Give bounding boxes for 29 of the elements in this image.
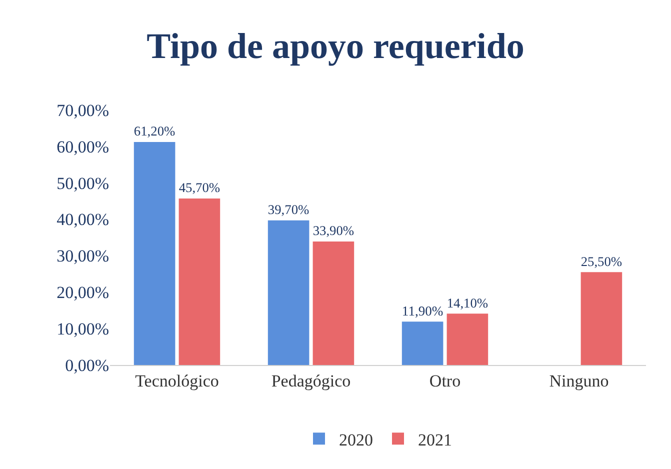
x-tick-label: Pedagógico [271,371,351,390]
chart-title: Tipo de apoyo requerido [146,26,524,66]
y-tick-label: 60,00% [56,137,109,156]
bar [580,272,622,365]
bar [312,242,354,365]
bar [134,142,176,365]
bar [446,314,488,365]
data-label: 14,10% [446,295,488,310]
bar [178,198,220,365]
y-tick-label: 30,00% [56,246,109,266]
y-tick-label: 50,00% [56,174,109,193]
data-label: 39,70% [268,202,310,218]
y-tick-label: 70,00% [56,100,109,120]
y-tick-label: 0,00% [65,356,109,375]
data-label: 25,50% [580,254,622,269]
x-tick-label: Tecnológico [135,371,219,390]
legend-label: 2021 [418,430,452,450]
y-tick-label: 10,00% [56,320,109,339]
x-tick-label: Otro [429,371,461,390]
x-tick-label: Ninguno [549,371,609,390]
y-tick-label: 20,00% [56,283,109,302]
data-label: 61,20% [134,124,176,139]
bar [402,322,444,365]
data-label: 33,90% [312,223,354,238]
legend-label: 2020 [339,430,373,450]
data-label: 11,90% [402,303,444,318]
bar [268,220,310,365]
y-tick-label: 40,00% [56,210,109,230]
data-label: 45,70% [178,180,220,196]
